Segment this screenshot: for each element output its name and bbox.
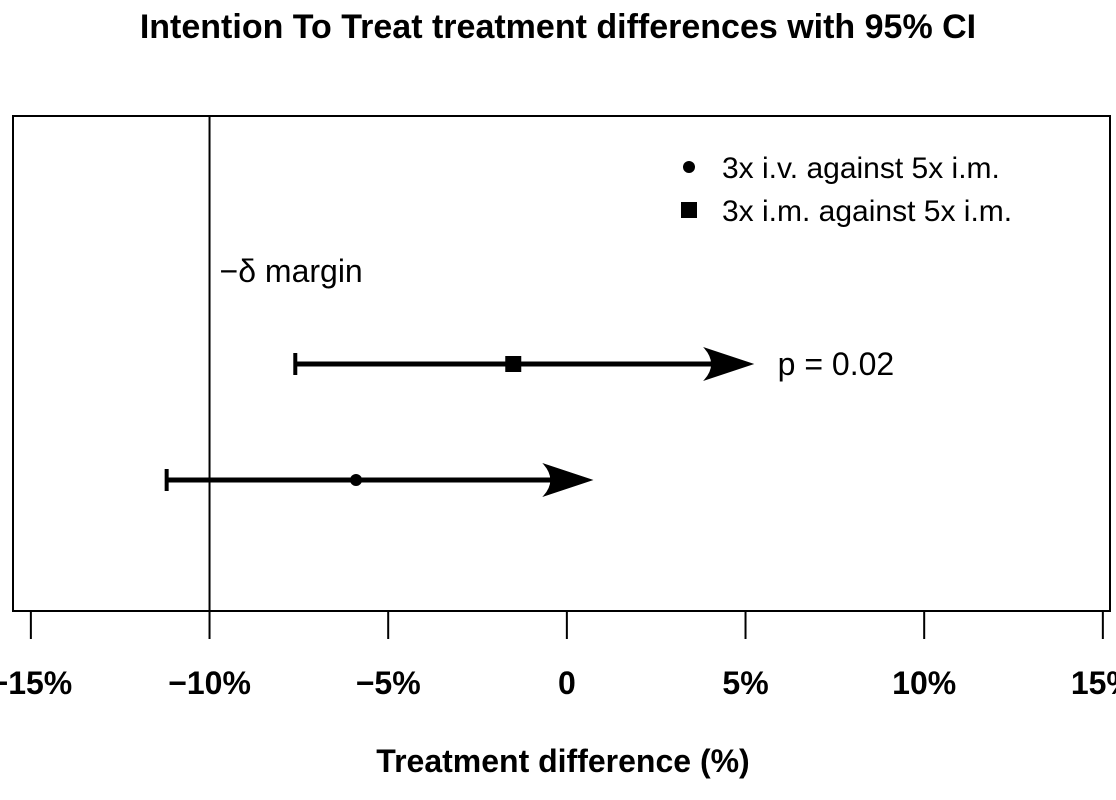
ci-rows: p = 0.02 bbox=[164, 346, 895, 498]
ci-upper-arrow bbox=[703, 346, 755, 382]
x-axis-label: Treatment difference (%) bbox=[376, 743, 749, 779]
x-axis: −15% −10% −5% 0 5% 10% 15% bbox=[0, 610, 1116, 701]
x-tick-label: 10% bbox=[892, 665, 956, 701]
x-tick-label: −5% bbox=[356, 665, 421, 701]
chart-title: Intention To Treat treatment differences… bbox=[140, 8, 976, 46]
legend-label: 3x i.m. against 5x i.m. bbox=[722, 195, 1012, 228]
ci-row: p = 0.02 bbox=[293, 346, 895, 382]
legend-square-marker bbox=[681, 202, 697, 218]
x-tick-label: 5% bbox=[722, 665, 768, 701]
legend-item: 3x i.m. against 5x i.m. bbox=[681, 195, 1012, 228]
x-tick-label: −15% bbox=[0, 665, 72, 701]
p-value-label: p = 0.02 bbox=[778, 346, 895, 382]
legend-item: 3x i.v. against 5x i.m. bbox=[683, 152, 1000, 185]
estimate-square-marker bbox=[505, 356, 522, 372]
legend: 3x i.v. against 5x i.m. 3x i.m. against 5… bbox=[681, 152, 1012, 228]
ci-row bbox=[164, 462, 594, 498]
legend-circle-marker bbox=[683, 161, 695, 173]
x-tick-label: −10% bbox=[168, 665, 251, 701]
x-tick-label: 0 bbox=[558, 665, 576, 701]
estimate-circle-marker bbox=[350, 474, 363, 486]
legend-label: 3x i.v. against 5x i.m. bbox=[722, 152, 1000, 185]
ci-upper-arrow bbox=[542, 462, 594, 498]
delta-margin-label: −δ margin bbox=[220, 253, 363, 289]
x-tick-label: 15% bbox=[1071, 665, 1116, 701]
